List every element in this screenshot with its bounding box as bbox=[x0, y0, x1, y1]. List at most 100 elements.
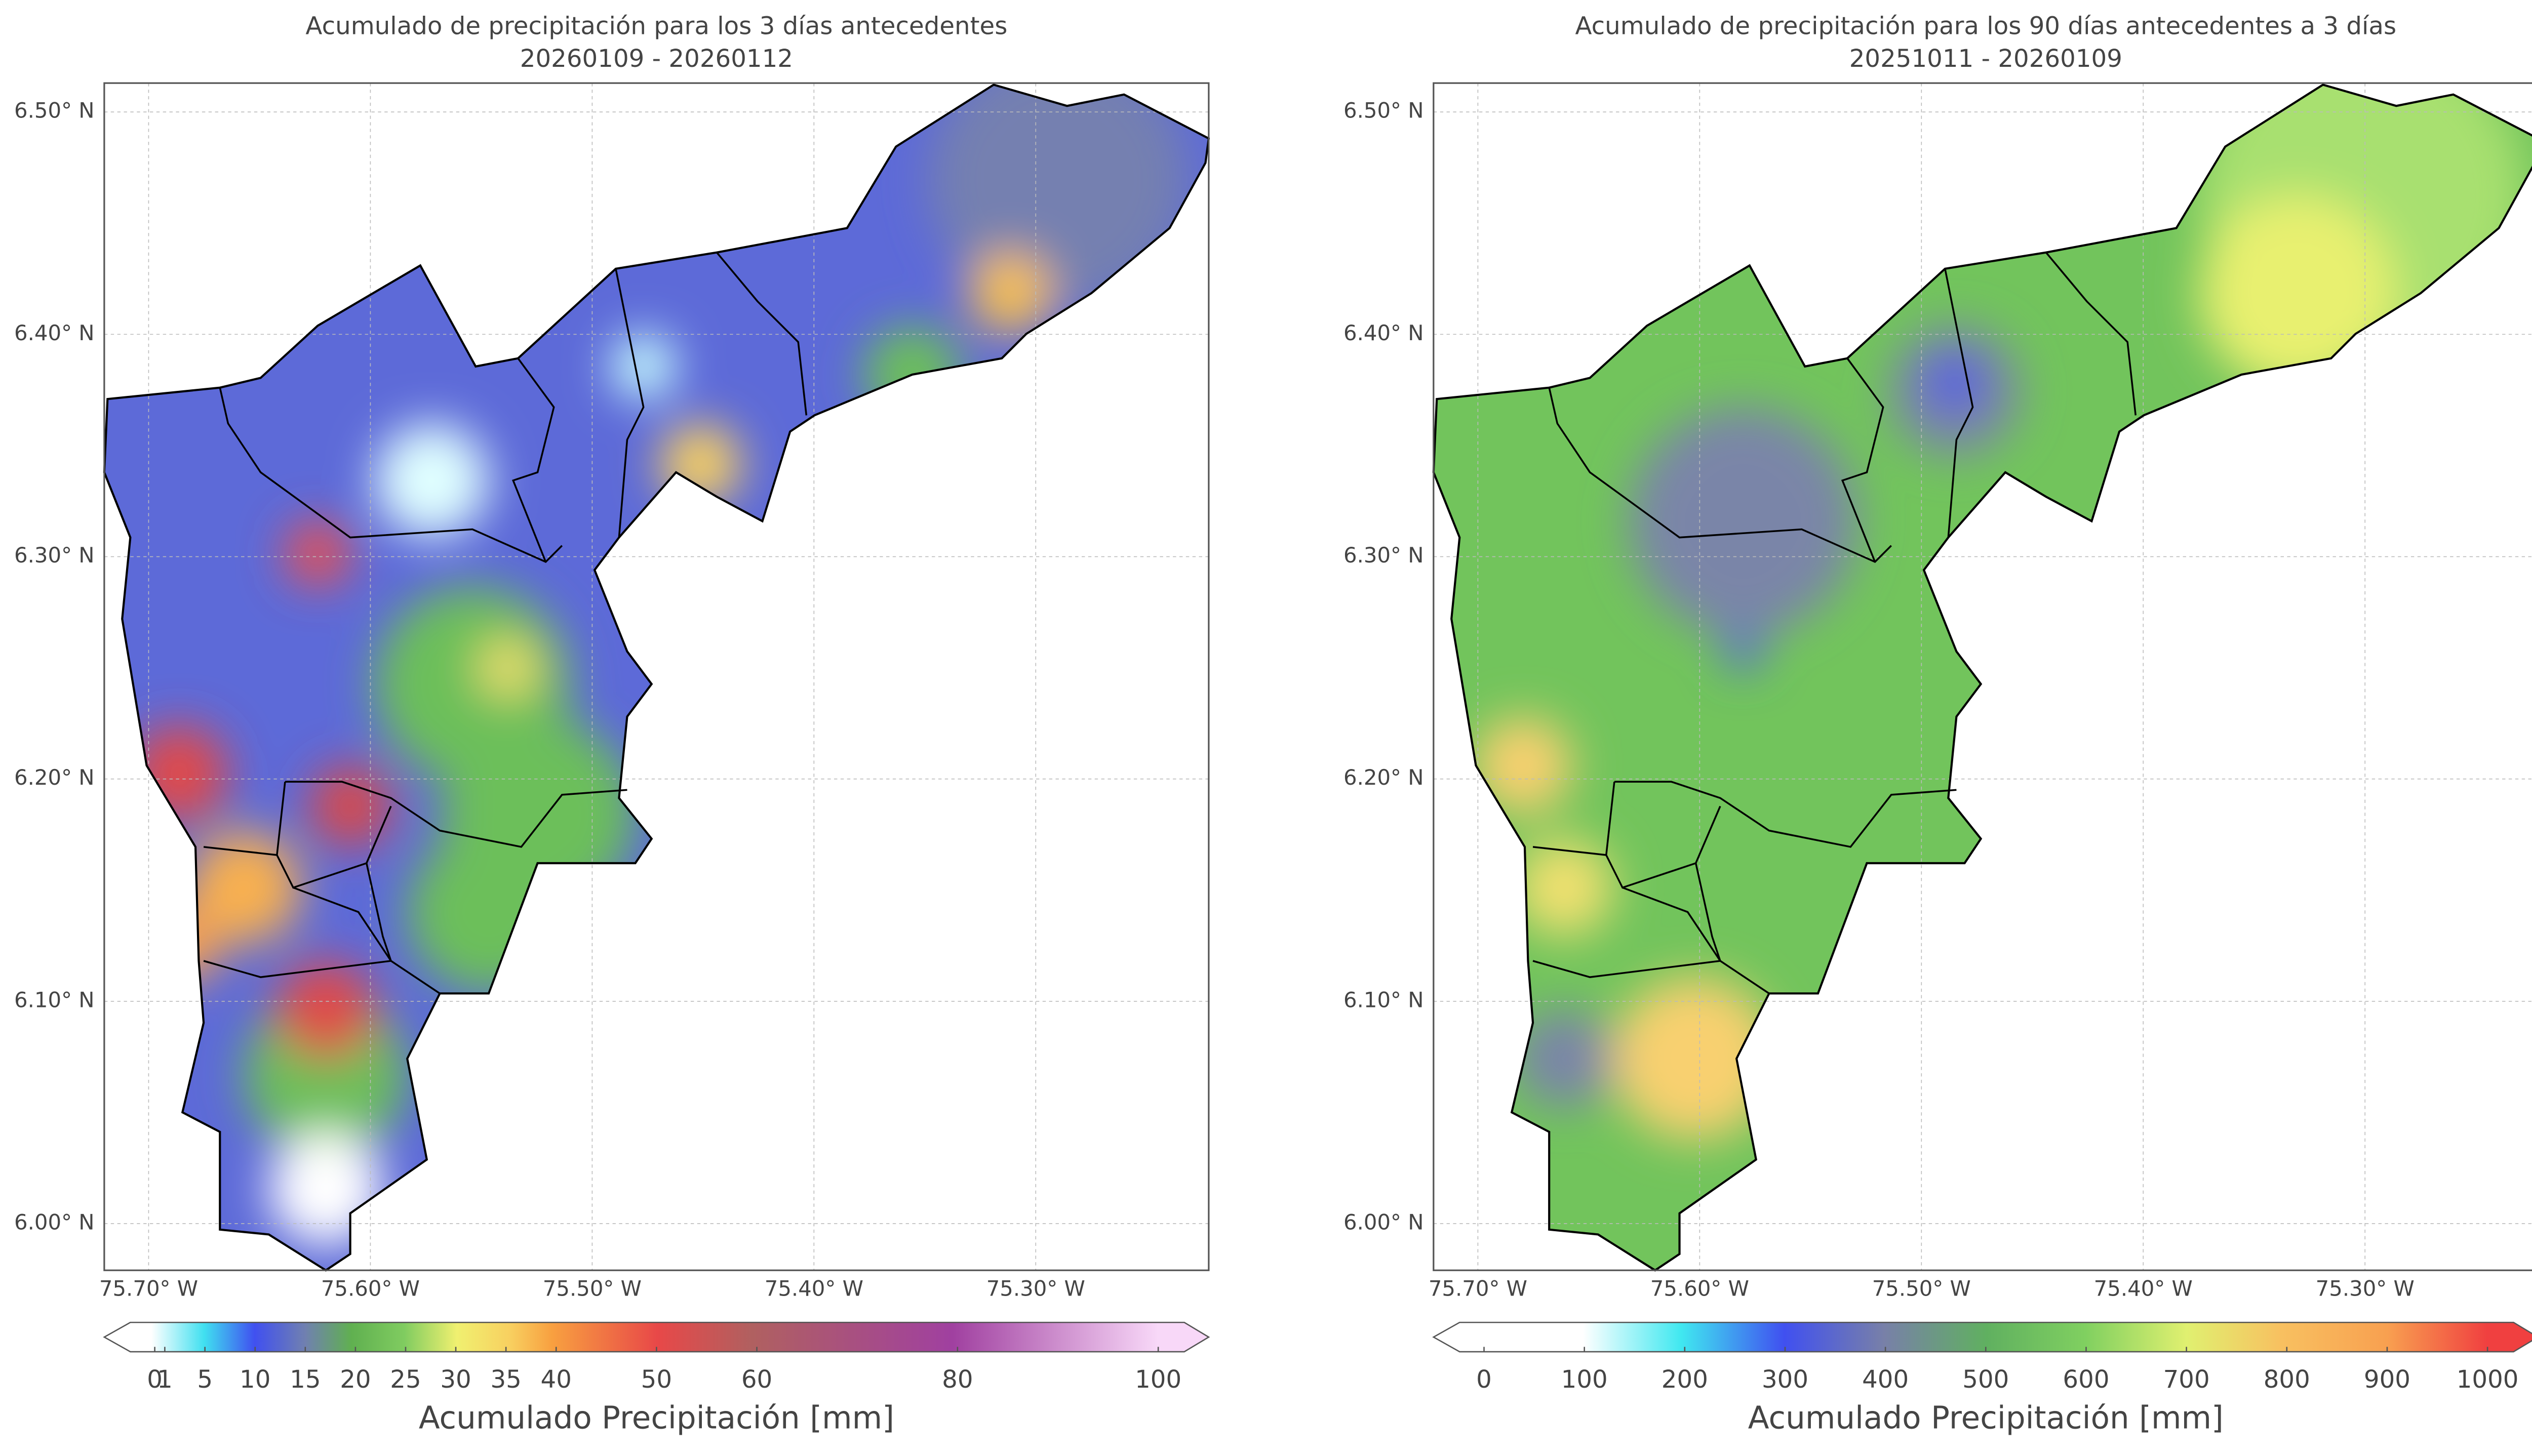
y-tick-label: 6.00° N bbox=[14, 1209, 95, 1234]
field-blob bbox=[2199, 195, 2395, 391]
field-blob bbox=[1612, 977, 1776, 1140]
x-tick-label: 75.70° W bbox=[1429, 1276, 1527, 1301]
colorbar-tick-label: 900 bbox=[2364, 1365, 2410, 1394]
y-tick-label: 6.50° N bbox=[1343, 98, 1424, 123]
field-blob bbox=[187, 830, 302, 945]
municipal-border bbox=[511, 357, 555, 562]
field-blob bbox=[611, 334, 676, 399]
field-blob bbox=[928, 85, 1190, 310]
field-blob bbox=[407, 830, 570, 994]
y-tick-label: 6.10° N bbox=[1343, 987, 1424, 1012]
field-blob bbox=[659, 423, 741, 505]
field-blob bbox=[276, 961, 375, 1059]
x-tick-label: 75.60° W bbox=[1650, 1276, 1749, 1301]
colorbar-tick-label: 400 bbox=[1862, 1365, 1909, 1394]
field-blob bbox=[130, 724, 228, 823]
municipal-border bbox=[366, 863, 392, 961]
colorbar-tick-label: 5 bbox=[197, 1365, 213, 1394]
field-blob bbox=[969, 252, 1051, 334]
municipal-border bbox=[1532, 960, 1721, 978]
colorbar-tick-label: 60 bbox=[741, 1365, 772, 1394]
colorbar-tick-label: 20 bbox=[340, 1365, 371, 1394]
plot-frame bbox=[103, 82, 1210, 1271]
x-tick-label: 75.60° W bbox=[321, 1276, 420, 1301]
field-blob bbox=[1474, 716, 1572, 815]
field-blob bbox=[1723, 632, 1763, 671]
field-blob bbox=[1629, 407, 1857, 635]
colorbar-tick-label: 30 bbox=[440, 1365, 471, 1394]
municipal-border bbox=[285, 781, 627, 848]
colorbar-tick-label: 300 bbox=[1762, 1365, 1808, 1394]
municipal-border bbox=[293, 886, 441, 994]
colorbar-tick-label: 50 bbox=[641, 1365, 672, 1394]
municipal-border bbox=[2045, 252, 2137, 416]
x-tick-label: 75.40° W bbox=[2094, 1276, 2193, 1301]
colorbar-label: Acumulado Precipitación [mm] bbox=[419, 1400, 894, 1436]
colorbar-tick-label: 200 bbox=[1661, 1365, 1708, 1394]
region-outline bbox=[103, 84, 1210, 1272]
x-tick-label: 75.50° W bbox=[1872, 1276, 1971, 1301]
colorbar bbox=[1432, 1321, 2532, 1353]
field-blob bbox=[1515, 1009, 1613, 1108]
map-panel: Acumulado de precipitación para los 90 d… bbox=[1343, 12, 2532, 1436]
colorbar-tick-label: 15 bbox=[290, 1365, 321, 1394]
colorbar-tick-label: 500 bbox=[1962, 1365, 2009, 1394]
panel-title: Acumulado de precipitación para los 90 d… bbox=[1575, 12, 2397, 41]
x-tick-label: 75.70° W bbox=[99, 1276, 198, 1301]
colorbar-tick-label: 40 bbox=[541, 1365, 572, 1394]
precip-field bbox=[1433, 85, 2532, 1271]
colorbar-tick-label: 700 bbox=[2163, 1365, 2210, 1394]
municipal-border bbox=[1694, 863, 1721, 961]
colorbar-tick-label: 0 bbox=[1476, 1365, 1492, 1394]
municipal-border bbox=[1841, 357, 1884, 562]
colorbar-tick-label: 10 bbox=[240, 1365, 270, 1394]
x-tick-label: 75.40° W bbox=[765, 1276, 863, 1301]
colorbar-tick-label: 100 bbox=[1561, 1365, 1608, 1394]
colorbar-tick-label: 0 bbox=[147, 1365, 163, 1394]
colorbar-tick-label: 1000 bbox=[2457, 1365, 2519, 1394]
map-panel: Acumulado de precipitación para los 3 dí… bbox=[14, 12, 1210, 1436]
y-tick-label: 6.50° N bbox=[14, 98, 95, 123]
y-tick-label: 6.20° N bbox=[14, 765, 95, 790]
field-blob bbox=[138, 904, 220, 986]
municipal-border bbox=[276, 805, 392, 889]
panel-subtitle: 20260109 - 20260112 bbox=[520, 45, 793, 73]
y-tick-label: 6.20° N bbox=[1343, 765, 1424, 790]
x-tick-label: 75.30° W bbox=[986, 1276, 1085, 1301]
y-tick-label: 6.30° N bbox=[14, 543, 95, 568]
panel-subtitle: 20251011 - 20260109 bbox=[1849, 45, 2122, 73]
field-blob bbox=[285, 521, 350, 587]
municipal-border bbox=[1622, 886, 1770, 994]
y-tick-label: 6.40° N bbox=[14, 320, 95, 345]
precip-field bbox=[104, 85, 1209, 1271]
colorbar-tick-label: 1 bbox=[157, 1365, 173, 1394]
field-blob bbox=[479, 638, 538, 697]
municipal-border bbox=[615, 268, 645, 538]
colorbar-tick-label: 35 bbox=[490, 1365, 521, 1394]
colorbar-tick-label: 25 bbox=[390, 1365, 421, 1394]
field-blob bbox=[1930, 358, 1980, 408]
y-tick-label: 6.30° N bbox=[1343, 543, 1424, 568]
y-tick-label: 6.10° N bbox=[14, 987, 95, 1012]
municipal-border bbox=[1944, 268, 1974, 538]
region-outline bbox=[1432, 84, 2532, 1272]
municipal-border bbox=[203, 960, 391, 978]
x-tick-label: 75.30° W bbox=[2316, 1276, 2415, 1301]
municipal-border bbox=[1605, 805, 1721, 889]
municipal-border bbox=[1614, 781, 1957, 848]
y-tick-label: 6.40° N bbox=[1343, 320, 1424, 345]
colorbar-tick-label: 80 bbox=[942, 1365, 973, 1394]
plot-frame bbox=[1433, 82, 2532, 1271]
colorbar-tick-label: 100 bbox=[1135, 1365, 1181, 1394]
colorbar-tick-label: 800 bbox=[2264, 1365, 2310, 1394]
x-tick-label: 75.50° W bbox=[543, 1276, 642, 1301]
colorbar-tick-label: 600 bbox=[2063, 1365, 2109, 1394]
field-blob bbox=[374, 423, 489, 538]
field-blob bbox=[1515, 838, 1613, 937]
colorbar-label: Acumulado Precipitación [mm] bbox=[1748, 1400, 2224, 1436]
field-blob bbox=[268, 1131, 383, 1246]
colorbar bbox=[103, 1321, 1210, 1353]
panel-title: Acumulado de precipitación para los 3 dí… bbox=[305, 12, 1007, 41]
municipal-border bbox=[716, 252, 808, 416]
